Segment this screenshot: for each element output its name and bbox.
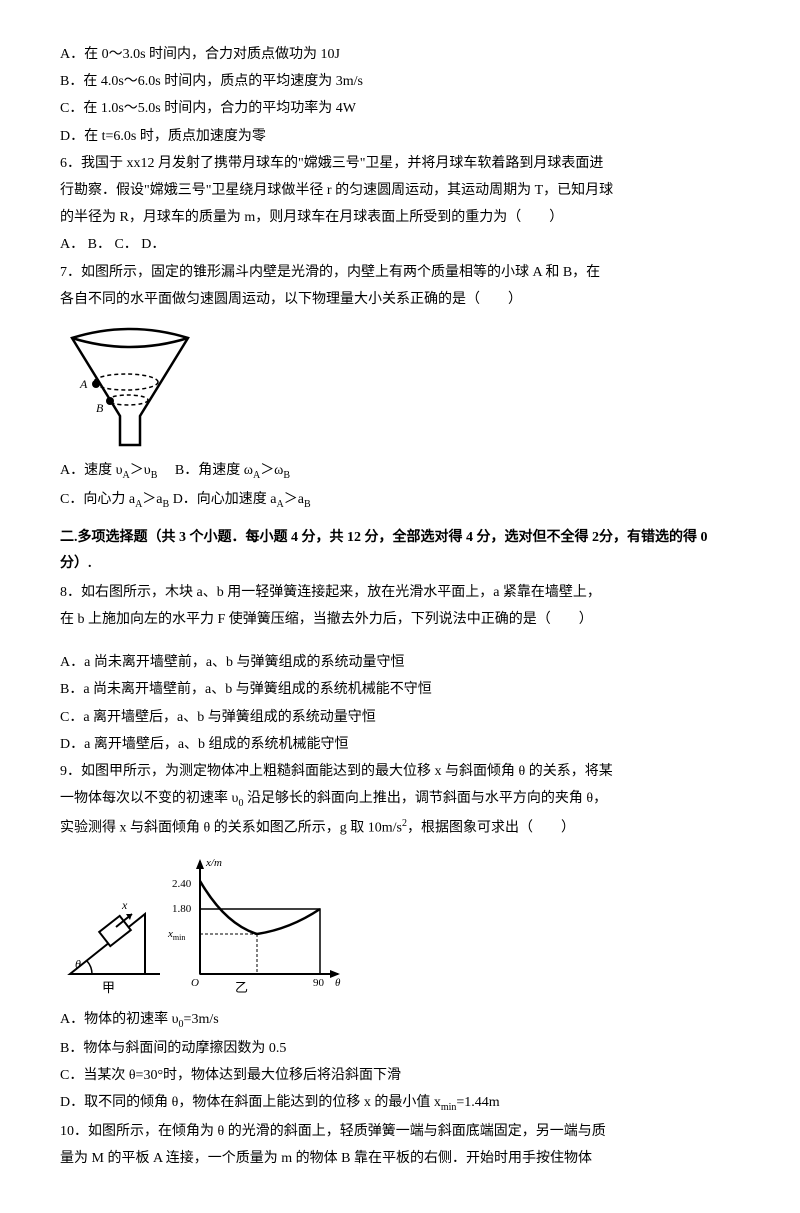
section2-heading: 二.多项选择题（共 3 个小题．每小题 4 分，共 12 分，全部选对得 4 分… bbox=[60, 525, 740, 575]
incline-diagram: θ 甲 x bbox=[70, 898, 160, 995]
svg-text:θ: θ bbox=[75, 957, 81, 971]
q5-opt-b: B．在 4.0s～6.0s 时间内，质点的平均速度为 3m/s bbox=[60, 69, 740, 94]
q7-line2: 各自不同的水平面做匀速圆周运动，以下物理量大小关系正确的是（ ） bbox=[60, 287, 740, 312]
funnel-figure: A B bbox=[60, 320, 740, 450]
q6-line3: 的半径为 R，月球车的质量为 m，则月球车在月球表面上所受到的重力为（ ） bbox=[60, 205, 740, 230]
svg-text:90: 90 bbox=[313, 977, 325, 989]
q8-line1: 8．如右图所示，木块 a、b 用一轻弹簧连接起来，放在光滑水平面上，a 紧靠在墙… bbox=[60, 580, 740, 605]
svg-text:乙: 乙 bbox=[235, 980, 248, 995]
graph-diagram: x/m 2.40 1.80 xmin O 90 θ 乙 bbox=[167, 857, 341, 995]
q9-line1: 9．如图甲所示，为测定物体冲上粗糙斜面能达到的最大位移 x 与斜面倾角 θ 的关… bbox=[60, 759, 740, 784]
q10-line1: 10．如图所示，在倾角为 θ 的光滑的斜面上，轻质弹簧一端与斜面底端固定，另一端… bbox=[60, 1119, 740, 1144]
q9-opt-d: D．取不同的倾角 θ，物体在斜面上能达到的位移 x 的最小值 xmin=1.44… bbox=[60, 1090, 740, 1117]
svg-text:x/m: x/m bbox=[205, 857, 222, 869]
svg-text:1.80: 1.80 bbox=[172, 903, 192, 915]
q8-opt-c: C．a 离开墙壁后，a、b 与弹簧组成的系统动量守恒 bbox=[60, 705, 740, 730]
q7-line1: 7．如图所示，固定的锥形漏斗内壁是光滑的，内壁上有两个质量相等的小球 A 和 B… bbox=[60, 260, 740, 285]
funnel-label-a: A bbox=[79, 377, 88, 391]
q9-opt-b: B．物体与斜面间的动摩擦因数为 0.5 bbox=[60, 1036, 740, 1061]
svg-text:O: O bbox=[191, 977, 199, 989]
q6-options: A． B． C． D． bbox=[60, 232, 740, 257]
q8-opt-d: D．a 离开墙壁后，a、b 组成的系统机械能守恒 bbox=[60, 732, 740, 757]
svg-text:x: x bbox=[121, 898, 128, 912]
svg-text:θ: θ bbox=[335, 977, 341, 989]
q10-line2: 量为 M 的平板 A 连接，一个质量为 m 的物体 B 靠在平板的右侧．开始时用… bbox=[60, 1146, 740, 1171]
q6-line1: 6．我国于 xx12 月发射了携带月球车的"嫦娥三号"卫星，并将月球车软着路到月… bbox=[60, 151, 740, 176]
q9-opt-a: A．物体的初速率 υ0=3m/s bbox=[60, 1007, 740, 1034]
q9-figure: θ 甲 x x/m 2.40 1.80 xmin O 90 θ 乙 bbox=[60, 849, 740, 999]
svg-text:甲: 甲 bbox=[102, 980, 115, 995]
q5-opt-a: A．在 0～3.0s 时间内，合力对质点做功为 10J bbox=[60, 42, 740, 67]
q9-line2: 一物体每次以不变的初速率 υ0 沿足够长的斜面向上推出，调节斜面与水平方向的夹角… bbox=[60, 786, 740, 813]
q8-opt-a: A．a 尚未离开墙壁前，a、b 与弹簧组成的系统动量守恒 bbox=[60, 650, 740, 675]
q5-opt-c: C．在 1.0s～5.0s 时间内，合力的平均功率为 4W bbox=[60, 96, 740, 121]
q9-opt-c: C．当某次 θ=30°时，物体达到最大位移后将沿斜面下滑 bbox=[60, 1063, 740, 1088]
q6-line2: 行勘察．假设"嫦娥三号"卫星绕月球做半径 r 的匀速圆周运动，其运动周期为 T，… bbox=[60, 178, 740, 203]
funnel-label-b: B bbox=[96, 401, 104, 415]
svg-text:xmin: xmin bbox=[167, 928, 185, 942]
q7-opts-cd: C．向心力 aA＞aB D．向心加速度 aA＞aB bbox=[60, 487, 740, 514]
q8-opt-b: B．a 尚未离开墙壁前，a、b 与弹簧组成的系统机械能不守恒 bbox=[60, 677, 740, 702]
q8-line2: 在 b 上施加向左的水平力 F 使弹簧压缩，当撤去外力后，下列说法中正确的是（ … bbox=[60, 607, 740, 632]
q5-opt-d: D．在 t=6.0s 时，质点加速度为零 bbox=[60, 124, 740, 149]
q9-line3: 实验测得 x 与斜面倾角 θ 的关系如图乙所示，g 取 10m/s2，根据图象可… bbox=[60, 815, 740, 841]
q7-opts-ab: A．速度 υA＞υB B．角速度 ωA＞ωB bbox=[60, 458, 740, 485]
svg-text:2.40: 2.40 bbox=[172, 878, 192, 890]
